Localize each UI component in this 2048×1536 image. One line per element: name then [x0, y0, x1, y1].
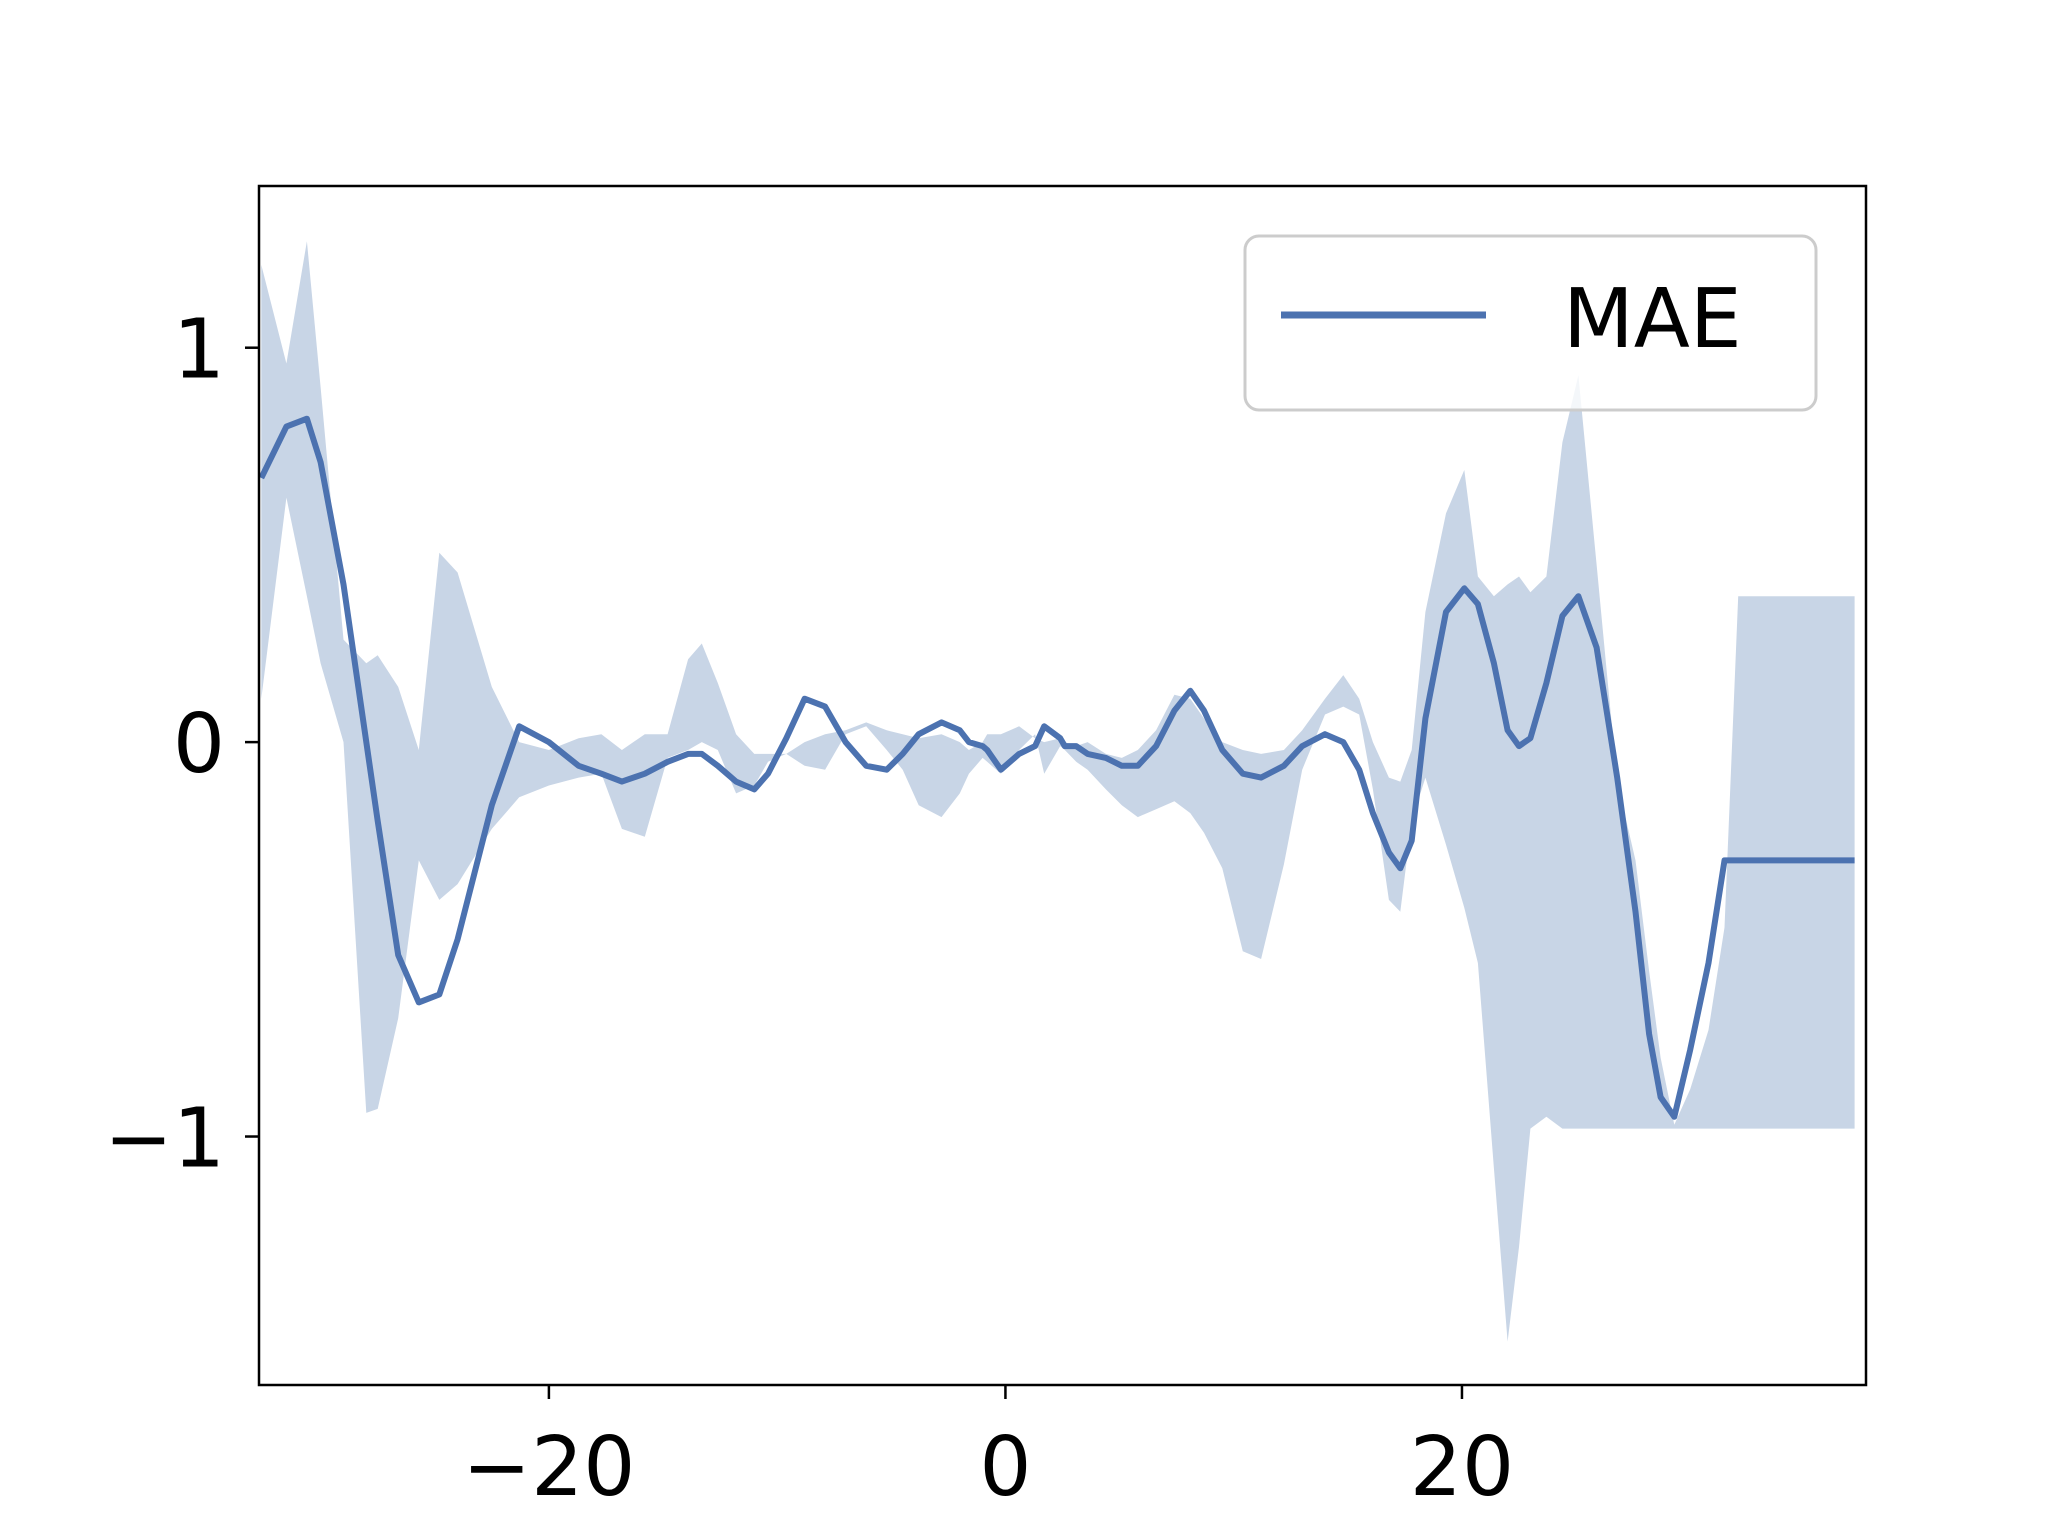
x-tick-label: 20	[1410, 1420, 1514, 1515]
legend-label-mae: MAE	[1563, 272, 1742, 367]
y-tick-label: 1	[173, 303, 225, 398]
legend: MAE	[1243, 234, 1818, 412]
x-tick-label: 0	[979, 1420, 1031, 1515]
series-line-mae	[258, 415, 1855, 1120]
x-tick-label: −20	[462, 1420, 635, 1515]
y-tick-label: 0	[173, 697, 225, 792]
axis-ticks: −20 0 20 1 0 −1	[104, 303, 1514, 1515]
axes-frame	[257, 184, 1868, 1387]
y-tick-label: −1	[104, 1092, 225, 1187]
plot-area	[258, 241, 1855, 1342]
legend-box	[1243, 234, 1818, 412]
series-band-mae	[261, 241, 1855, 1342]
